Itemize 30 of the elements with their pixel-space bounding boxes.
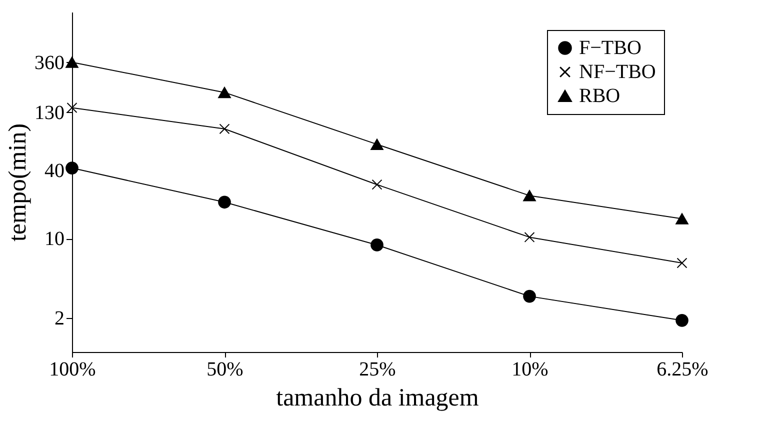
point	[676, 213, 688, 224]
legend-label: F−TBO	[579, 37, 642, 59]
point	[676, 258, 688, 268]
point	[370, 138, 384, 150]
legend-label: NF−TBO	[579, 61, 656, 83]
legend-label: RBO	[579, 85, 620, 107]
point	[218, 196, 231, 209]
point	[372, 179, 382, 190]
x-tick-label: 10%	[512, 358, 548, 380]
point	[66, 56, 78, 68]
point	[524, 232, 535, 242]
point	[66, 162, 78, 174]
y-tick-label: 40	[44, 160, 64, 182]
y-axis-title: tempo(min)	[4, 123, 32, 242]
point	[370, 238, 384, 252]
point	[219, 124, 230, 134]
x-axis-title: tamanho da imagem	[276, 384, 480, 412]
y-tick-label: 360	[34, 52, 64, 74]
x-tick-label: 25%	[359, 358, 396, 380]
point	[218, 86, 231, 98]
x-tick-label: 100%	[49, 358, 96, 380]
point	[523, 190, 536, 202]
x-tick-label: 6.25%	[656, 358, 708, 380]
y-tick-label: 10	[44, 228, 64, 250]
point	[523, 290, 536, 303]
point	[66, 102, 78, 113]
y-tick-label: 130	[34, 102, 64, 124]
x-tick-label: 50%	[206, 358, 244, 380]
y-tick-label: 2	[54, 307, 64, 330]
point	[676, 314, 688, 327]
